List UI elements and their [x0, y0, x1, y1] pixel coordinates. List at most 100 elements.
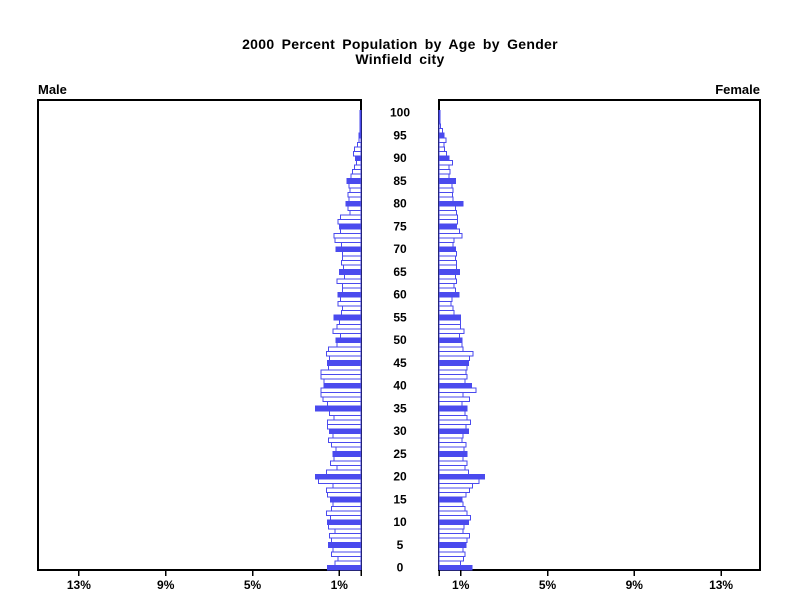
- bar-female-age-2: [438, 555, 464, 562]
- bar-female-age-28: [438, 437, 463, 444]
- bar-male-age-42: [320, 373, 362, 380]
- bar-male-age-34: [329, 410, 362, 416]
- bar-female-age-4: [438, 546, 464, 553]
- bar-male-age-61: [342, 287, 362, 293]
- bar-male-age-60: [337, 291, 362, 298]
- male-panel: [37, 99, 362, 571]
- bar-male-age-96: [359, 128, 362, 134]
- bar-female-age-30: [438, 428, 469, 435]
- bar-female-age-84: [438, 182, 453, 189]
- age-label-20: 20: [393, 470, 407, 484]
- age-label-60: 60: [393, 288, 407, 302]
- bar-male-age-83: [349, 187, 362, 193]
- bar-female-age-58: [438, 301, 452, 307]
- male-tick-label-9: 9%: [157, 578, 175, 592]
- bar-male-age-2: [337, 555, 362, 562]
- bar-female-age-80: [438, 200, 464, 207]
- age-label-50: 50: [393, 333, 407, 347]
- bar-female-age-89: [438, 160, 454, 166]
- bar-male-age-59: [339, 296, 362, 303]
- bar-male-age-81: [348, 196, 362, 202]
- bar-female-age-63: [438, 278, 457, 284]
- age-label-30: 30: [393, 424, 407, 438]
- bar-male-age-68: [342, 255, 362, 262]
- bar-female-age-41: [438, 378, 466, 384]
- bar-female-age-100: [438, 109, 441, 116]
- bar-male-age-73: [333, 232, 362, 239]
- bar-female-age-12: [438, 510, 468, 516]
- bar-male-age-85: [346, 178, 362, 184]
- bar-female-age-82: [438, 191, 453, 198]
- bar-male-age-9: [327, 524, 362, 530]
- bar-male-age-75: [338, 223, 362, 230]
- bar-female-age-65: [438, 269, 461, 275]
- bar-female-age-20: [438, 473, 486, 480]
- bar-female-age-53: [438, 323, 462, 330]
- bar-female-age-13: [438, 505, 466, 512]
- bar-male-age-26: [335, 446, 362, 453]
- bar-male-age-92: [353, 146, 362, 152]
- age-label-0: 0: [397, 561, 404, 575]
- bar-male-age-53: [336, 323, 362, 330]
- bar-male-age-1: [334, 560, 362, 566]
- bar-male-age-25: [332, 451, 362, 457]
- bar-male-age-22: [336, 464, 362, 471]
- age-label-70: 70: [393, 242, 407, 256]
- bar-male-age-100: [359, 109, 362, 116]
- bar-male-age-72: [334, 237, 362, 243]
- bar-male-age-31: [326, 423, 362, 430]
- bar-female-age-21: [438, 469, 469, 475]
- bar-female-age-72: [438, 237, 455, 243]
- bar-female-age-15: [438, 496, 463, 503]
- bar-male-age-12: [325, 510, 362, 516]
- bar-female-age-8: [438, 528, 464, 535]
- bar-male-age-38: [320, 392, 362, 398]
- male-tick-label-1: 1%: [331, 578, 349, 592]
- bar-female-age-74: [438, 228, 461, 234]
- bar-male-age-67: [340, 260, 362, 266]
- bar-male-age-54: [338, 319, 362, 325]
- bar-male-age-94: [358, 137, 362, 143]
- bar-male-age-21: [325, 469, 362, 475]
- bar-female-age-18: [438, 483, 474, 489]
- bar-male-age-7: [329, 533, 362, 539]
- bar-female-age-10: [438, 519, 469, 526]
- bar-female-age-11: [438, 514, 471, 521]
- bar-female-age-23: [438, 460, 468, 466]
- bar-male-age-56: [340, 310, 362, 316]
- bar-female-age-75: [438, 223, 457, 230]
- bar-female-age-1: [438, 560, 462, 566]
- bar-female-age-17: [438, 487, 470, 494]
- bar-female-age-25: [438, 451, 468, 457]
- bar-female-age-68: [438, 255, 456, 262]
- bar-female-age-33: [438, 414, 468, 421]
- bar-female-age-48: [438, 346, 464, 353]
- bar-male-age-99: [359, 114, 362, 121]
- bar-male-age-39: [320, 387, 362, 394]
- bar-male-age-80: [345, 200, 362, 207]
- bar-male-age-88: [353, 164, 362, 171]
- bar-male-age-30: [329, 428, 362, 435]
- bar-female-age-87: [438, 169, 451, 175]
- bar-female-age-46: [438, 355, 470, 362]
- bar-male-age-43: [320, 369, 362, 375]
- bar-male-age-70: [335, 246, 362, 252]
- bar-female-age-98: [438, 119, 441, 125]
- age-label-100: 100: [390, 106, 410, 120]
- bar-male-age-36: [326, 401, 362, 407]
- bar-female-age-42: [438, 373, 468, 380]
- bar-female-age-96: [438, 128, 443, 134]
- bar-female-age-73: [438, 232, 463, 239]
- bar-female-age-44: [438, 364, 468, 371]
- bar-female-age-54: [438, 319, 462, 325]
- age-label-65: 65: [393, 265, 407, 279]
- bar-male-age-95: [358, 132, 362, 139]
- bar-female-age-7: [438, 533, 470, 539]
- bar-male-age-27: [331, 442, 362, 448]
- bar-male-age-29: [332, 433, 362, 439]
- bar-female-age-49: [438, 342, 463, 348]
- bar-male-age-24: [333, 455, 362, 462]
- bar-male-age-49: [336, 342, 362, 348]
- bar-male-age-23: [330, 460, 362, 466]
- bar-female-age-40: [438, 382, 473, 389]
